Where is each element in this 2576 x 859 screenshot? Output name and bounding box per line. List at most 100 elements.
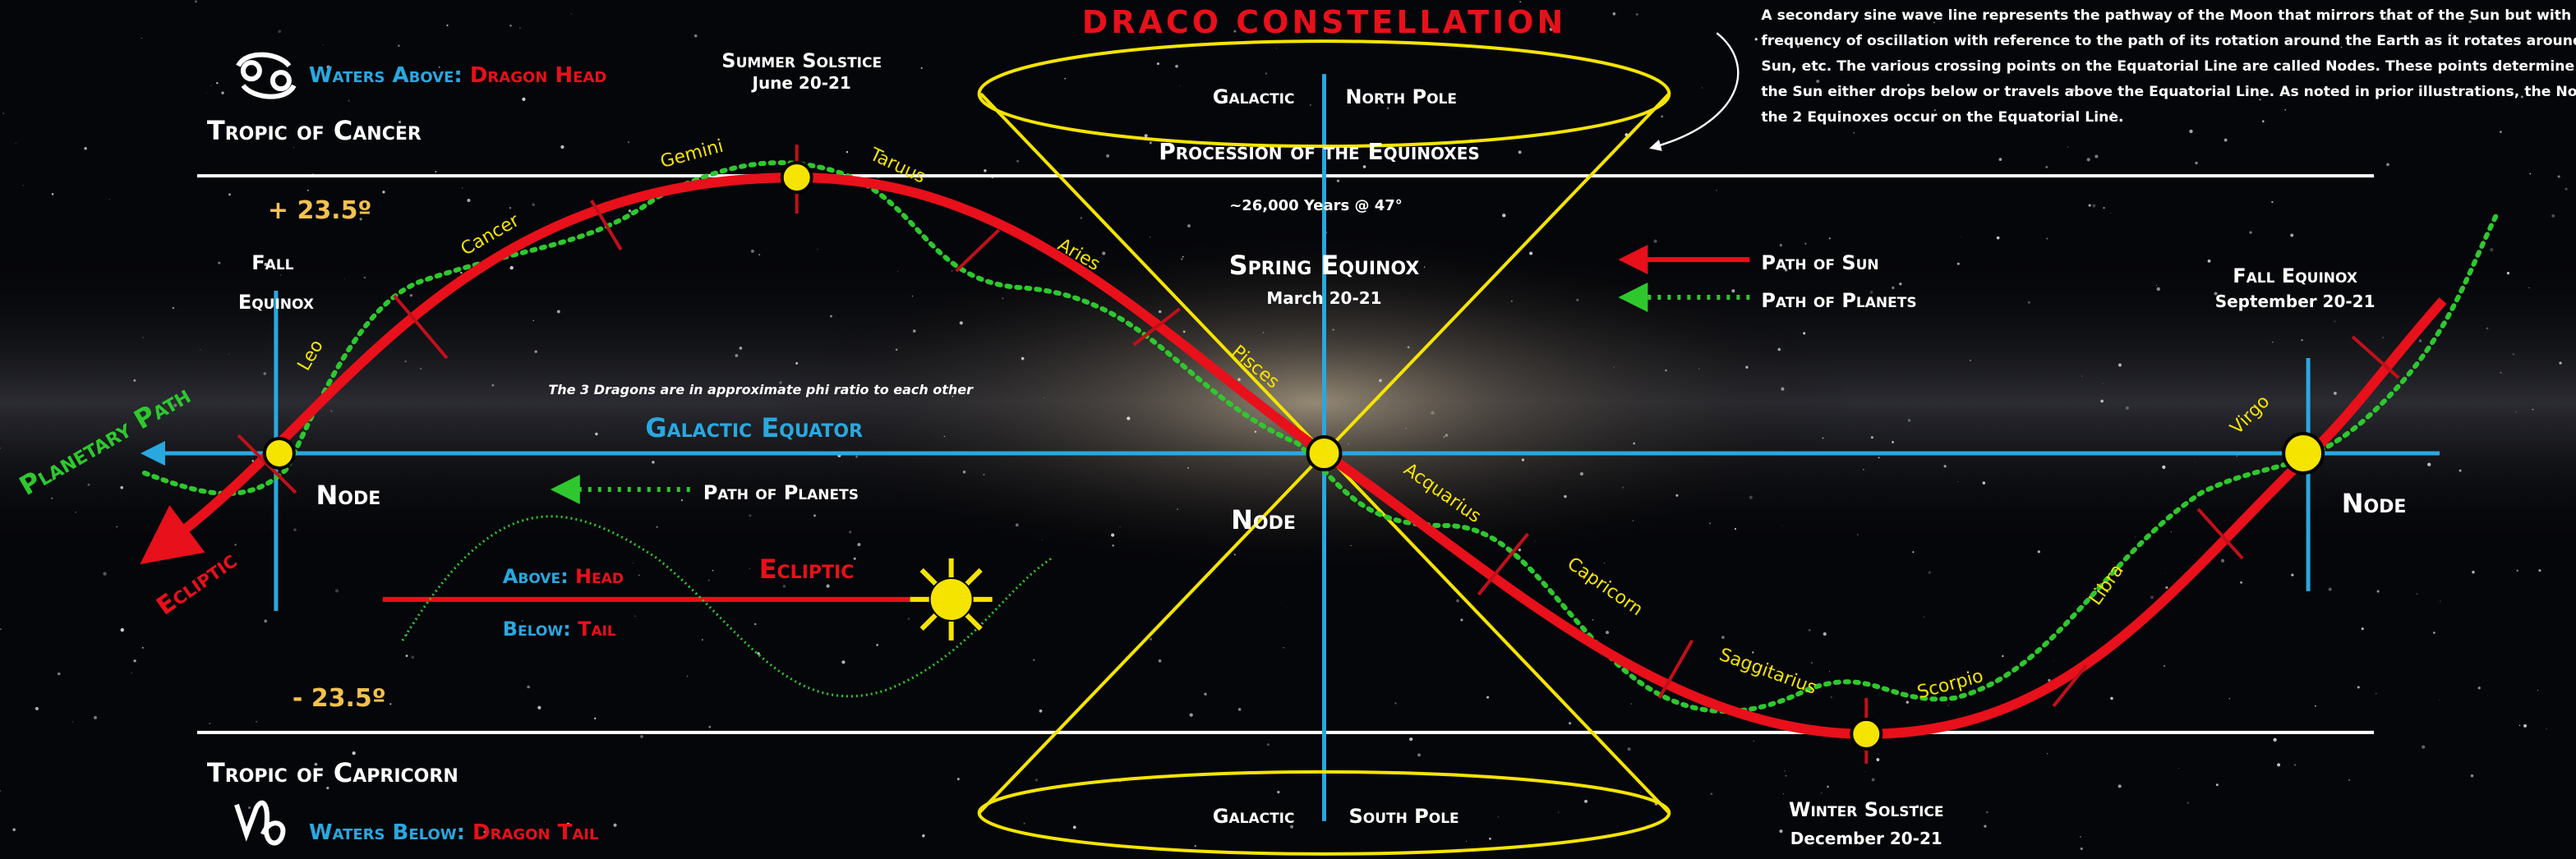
star <box>1277 791 1279 793</box>
legend-planets: Path of Planets <box>1761 289 1916 312</box>
star <box>335 589 339 592</box>
star <box>1445 434 1449 437</box>
star <box>228 353 229 354</box>
star <box>404 361 407 363</box>
winter-solstice: Winter Solstice <box>1789 798 1943 821</box>
star <box>1408 346 1410 348</box>
star <box>1711 792 1713 795</box>
star <box>141 38 142 39</box>
star <box>2224 139 2228 142</box>
star <box>1195 845 1196 847</box>
star <box>687 676 689 678</box>
star <box>1827 786 1829 788</box>
star <box>1535 540 1536 541</box>
star <box>1628 747 1631 751</box>
star <box>1255 430 1256 432</box>
summer-solstice: Summer Solstice <box>721 49 882 72</box>
star <box>1580 472 1583 475</box>
star <box>535 351 537 353</box>
star <box>2187 802 2189 803</box>
inset-below-label: Below: <box>503 618 571 641</box>
star <box>1310 104 1311 106</box>
star <box>1745 365 1748 368</box>
star <box>2471 774 2474 778</box>
star <box>116 526 118 528</box>
star <box>735 354 738 357</box>
star <box>2271 201 2273 203</box>
star <box>1753 741 1754 742</box>
star <box>121 628 124 632</box>
star <box>1829 237 1831 239</box>
north-pole-left: Galactic <box>1213 85 1295 108</box>
star <box>1970 360 1971 361</box>
star <box>2290 234 2293 237</box>
star <box>1999 158 2002 161</box>
star <box>708 726 711 728</box>
star <box>1653 240 1657 243</box>
star <box>694 34 698 38</box>
winter-solstice-date: December 20-21 <box>1790 829 1942 848</box>
star <box>218 262 220 264</box>
description-line: A secondary sine wave line represents th… <box>1761 7 2576 24</box>
star <box>2272 342 2274 343</box>
star <box>1864 771 1865 772</box>
star <box>1636 13 1638 16</box>
star <box>1021 357 1025 361</box>
star <box>1145 134 1148 137</box>
description-line: frequency of oscillation with reference … <box>1761 33 2576 49</box>
star <box>1497 816 1499 818</box>
star <box>2118 364 2122 367</box>
star <box>2126 407 2129 410</box>
star <box>1749 496 1753 499</box>
star <box>2329 588 2332 591</box>
star <box>1816 80 1819 83</box>
star <box>1857 534 1859 535</box>
star <box>944 436 945 437</box>
star <box>1983 481 1986 485</box>
waters-above-value: Dragon Head <box>470 63 606 88</box>
star <box>951 270 952 272</box>
spring-equinox: Spring Equinox <box>1229 250 1420 281</box>
star <box>2067 147 2068 148</box>
star <box>2419 339 2422 342</box>
star <box>1709 522 1711 524</box>
star <box>2315 705 2316 707</box>
star <box>2507 272 2509 274</box>
star <box>2150 595 2154 599</box>
star <box>2362 627 2364 630</box>
star <box>256 721 257 723</box>
star <box>749 514 751 517</box>
summer-solstice-date: June 20-21 <box>751 73 851 93</box>
star <box>2334 392 2337 395</box>
inset-above: Above: Head <box>503 565 624 588</box>
plus-degrees: + 23.5º <box>268 196 371 225</box>
star <box>398 44 400 47</box>
star <box>1024 823 1025 825</box>
star <box>1878 457 1880 458</box>
star <box>1150 638 1152 641</box>
star <box>519 27 520 28</box>
star <box>1394 702 1396 704</box>
star <box>2439 700 2440 701</box>
star <box>87 484 90 486</box>
star <box>2162 466 2165 469</box>
fall-equinox-right: Fall Equinox <box>2233 264 2357 287</box>
star <box>1906 701 1909 704</box>
star <box>1735 528 1736 530</box>
star <box>2301 339 2302 341</box>
waters-above: Waters Above: Dragon Head <box>309 63 606 88</box>
star <box>235 544 237 545</box>
star <box>2089 204 2091 207</box>
years: ~26,000 Years @ 47° <box>1229 197 1403 214</box>
spring-equinox-date: March 20-21 <box>1266 288 1381 308</box>
star <box>1466 841 1467 842</box>
star <box>1823 632 1827 636</box>
star <box>2519 725 2520 726</box>
star <box>510 266 514 269</box>
fall-equinox-left: Equinox <box>238 291 314 314</box>
star <box>1731 289 1735 292</box>
star <box>2513 353 2515 356</box>
star <box>1417 753 1421 756</box>
star <box>1997 237 2000 240</box>
star <box>595 433 597 435</box>
